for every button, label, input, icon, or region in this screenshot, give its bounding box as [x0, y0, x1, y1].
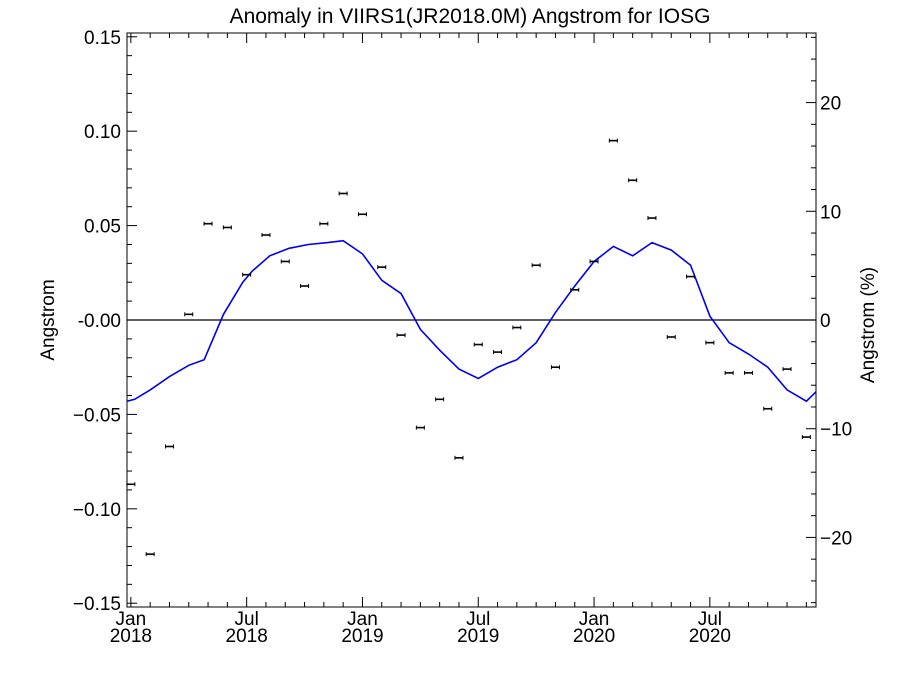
y-tick-label: 0.05: [84, 217, 121, 238]
x-tick-month-label: Jul: [466, 609, 490, 630]
y-tick-label: 0.15: [84, 28, 121, 49]
data-point: [608, 138, 618, 143]
x-tick-year-label: 2020: [573, 626, 615, 647]
x-tick-year-label: 2019: [341, 626, 383, 647]
y-tick-label: −0.15: [73, 594, 121, 615]
y-tick-label: −0.05: [73, 405, 121, 426]
chart-title: Anomaly in VIIRS1(JR2018.0M) Angstrom fo…: [230, 5, 711, 28]
y2-tick-label: −10: [820, 420, 852, 441]
x-tick-year-label: 2018: [110, 626, 152, 647]
data-point: [396, 333, 406, 338]
data-point: [300, 284, 310, 289]
data-point: [666, 334, 676, 339]
data-point: [570, 287, 580, 292]
y2-tick-label: −20: [820, 528, 852, 549]
data-point: [126, 482, 136, 487]
data-point: [280, 259, 290, 264]
data-point: [242, 272, 252, 277]
x-tick-month-label: Jan: [347, 609, 378, 630]
x-tick-year-label: 2018: [226, 626, 268, 647]
data-point: [473, 342, 483, 347]
y2-axis-label: Angstrom (%): [858, 267, 879, 383]
series-layer: [126, 138, 817, 557]
data-point: [763, 406, 773, 411]
y2-tick-label: 10: [820, 202, 841, 223]
y2-tick-label: 20: [820, 94, 841, 115]
y-tick-label: −0.10: [73, 500, 121, 521]
data-point: [531, 263, 541, 268]
y-axis-ticks: 0.15 0.10 0.05 -0.00 −0.05 −0.10 −0.15: [73, 28, 137, 615]
y2-tick-label: 0: [820, 311, 831, 332]
data-point: [357, 212, 367, 217]
data-point: [782, 367, 792, 372]
data-point: [261, 233, 271, 238]
data-point: [222, 225, 232, 230]
data-point: [686, 274, 696, 279]
data-point: [743, 370, 753, 375]
data-point: [415, 425, 425, 430]
data-point: [319, 221, 329, 226]
data-point: [589, 259, 599, 264]
data-point: [377, 265, 387, 270]
data-point: [454, 455, 464, 460]
y-axis-label: Angstrom: [38, 279, 59, 360]
data-point: [801, 435, 811, 440]
data-point: [512, 325, 522, 330]
data-point: [145, 552, 155, 557]
x-tick-year-label: 2019: [457, 626, 499, 647]
data-point: [184, 312, 194, 317]
data-point: [338, 191, 348, 196]
x-tick-month-label: Jan: [579, 609, 610, 630]
data-point: [164, 444, 174, 449]
data-point: [435, 397, 445, 402]
fit-line: [126, 239, 817, 403]
data-point: [493, 350, 503, 355]
y-tick-label: 0.10: [84, 122, 121, 143]
data-point: [724, 370, 734, 375]
y-tick-label: -0.00: [78, 311, 121, 332]
x-tick-year-label: 2020: [689, 626, 731, 647]
x-tick-month-label: Jul: [698, 609, 722, 630]
x-tick-month-label: Jul: [235, 609, 259, 630]
data-point: [203, 221, 213, 226]
data-point: [647, 216, 657, 221]
x-axis-ticks: Jan2018Jul2018Jan2019Jul2019Jan2020Jul20…: [110, 33, 807, 647]
data-point: [705, 340, 715, 345]
x-tick-month-label: Jan: [116, 609, 147, 630]
data-point: [628, 178, 638, 183]
data-point: [550, 365, 560, 370]
y2-axis-ticks: 20 10 0 −10 −20: [806, 36, 852, 604]
